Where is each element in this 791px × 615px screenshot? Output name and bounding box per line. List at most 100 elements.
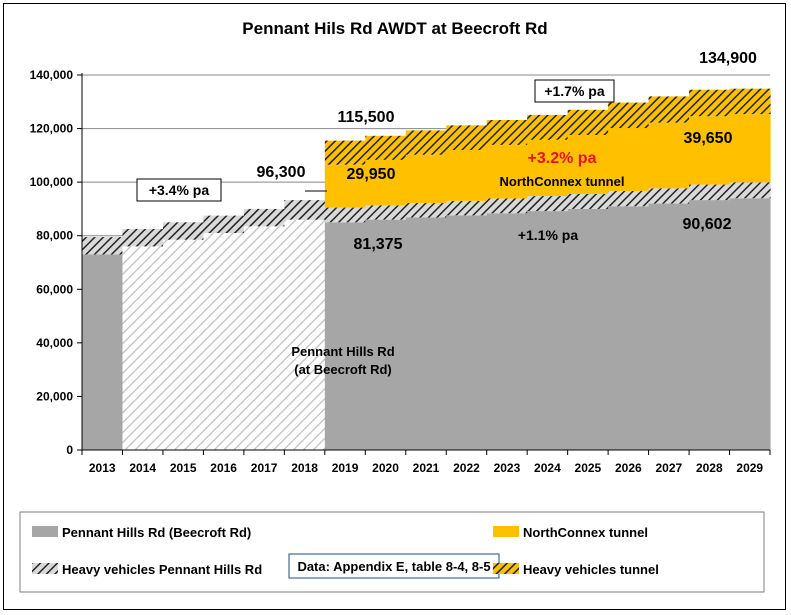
legend-swatch-hatch-gray <box>32 563 58 574</box>
heavy-road-bar-2023 <box>486 198 528 214</box>
x-tick-label: 2028 <box>696 461 723 475</box>
heavy-road-bar-2027 <box>648 188 690 204</box>
road-bar-2019 <box>324 222 366 450</box>
heavy-road-bar-2028 <box>689 184 731 201</box>
heavy-tunnel-bar-2021 <box>405 130 447 155</box>
y-tick-label: 40,000 <box>36 336 73 350</box>
source-note-box <box>288 553 500 579</box>
label-29950: 29,950 <box>347 166 396 183</box>
heavy-road-bar-2020 <box>365 205 407 220</box>
heavy-tunnel-bar-2019 <box>324 140 366 165</box>
y-tick-label: 60,000 <box>36 282 73 296</box>
legend-label-road: Pennant Hills Rd (Beecroft Rd) <box>62 525 251 540</box>
y-axis-ticks: 0 20,000 40,000 60,000 80,000 100,000 120,000 1… <box>30 68 82 457</box>
growth-road-label: +1.1% pa <box>518 227 579 243</box>
y-tick-label: 80,000 <box>36 229 73 243</box>
x-tick-label: 2013 <box>89 461 116 475</box>
x-tick-label: 2018 <box>291 461 318 475</box>
x-tick-label: 2014 <box>129 461 156 475</box>
tunnel-bar-2021 <box>405 154 447 204</box>
tunnel-bar-2029 <box>729 114 771 183</box>
heavy-tunnel-bar-2023 <box>486 120 528 145</box>
road-area-label-line2: (at Beecroft Rd) <box>294 362 392 377</box>
x-tick-label: 2020 <box>372 461 399 475</box>
label-39650: 39,650 <box>684 130 733 147</box>
source-note: Data: Appendix E, table 8-4, 8-5 <box>297 559 490 574</box>
legend-label-heavy-road: Heavy vehicles Pennant Hills Rd <box>62 562 262 577</box>
road-bar-2023 <box>486 213 528 450</box>
x-tick-label: 2019 <box>332 461 359 475</box>
heavy-road-bar-2015 <box>162 222 205 240</box>
x-tick-label: 2015 <box>170 461 197 475</box>
label-96300: 96,300 <box>257 164 306 181</box>
road-bar-2020 <box>365 219 407 450</box>
x-tick-label: 2024 <box>534 461 561 475</box>
heavy-road-bar-2014 <box>122 229 164 247</box>
road-area-label-line1: Pennant Hills Rd <box>291 344 394 359</box>
road-bar-2013 <box>82 254 124 450</box>
tunnel-bar-2022 <box>446 150 488 201</box>
road-bar-2016 <box>203 233 245 450</box>
heavy-road-bar-2019 <box>324 207 366 223</box>
tunnel-bar-2028 <box>689 116 731 185</box>
heavy-road-bar-2026 <box>608 190 650 207</box>
heavy-tunnel-bar-2029 <box>729 88 771 115</box>
road-bar-2014 <box>122 246 164 450</box>
heavy-tunnel-bar-2027 <box>648 96 690 123</box>
x-tick-label: 2022 <box>453 461 480 475</box>
tunnel-bar-2019 <box>324 164 366 208</box>
heavy-road-bar-2016 <box>203 215 245 234</box>
legend-label-tunnel: NorthConnex tunnel <box>523 525 648 540</box>
heavy-tunnel-bar-2020 <box>365 135 407 160</box>
tunnel-bar-2024 <box>527 139 569 197</box>
heavy-road-bar-2021 <box>405 203 447 218</box>
legend-swatch-hatch-gold <box>493 563 519 574</box>
growth-total-box <box>534 79 615 103</box>
tunnel-bar-2026 <box>608 128 650 191</box>
tunnel-bar-2020 <box>365 159 407 206</box>
y-tick-label: 140,000 <box>30 68 74 82</box>
heavy-road-bar-2025 <box>567 193 609 209</box>
x-tick-label: 2027 <box>655 461 682 475</box>
label-134900: 134,900 <box>699 50 757 67</box>
x-tick-label: 2025 <box>575 461 602 475</box>
y-tick-label: 120,000 <box>30 122 74 136</box>
heavy-tunnel-bar-2022 <box>446 125 488 150</box>
growth-hist-label: +3.4% pa <box>149 182 210 198</box>
tunnel-bar-2023 <box>486 144 528 199</box>
y-tick-label: 100,000 <box>30 175 74 189</box>
road-bar-2029 <box>729 198 771 450</box>
road-bar-2018 <box>284 219 326 450</box>
road-bar-2015 <box>162 239 205 450</box>
road-bar-2024 <box>527 211 569 450</box>
plot-area <box>82 88 771 450</box>
growth-total-label: +1.7% pa <box>544 83 605 99</box>
heavy-road-bar-2024 <box>527 196 569 212</box>
road-bar-2021 <box>405 217 447 450</box>
road-bar-2028 <box>689 200 731 450</box>
road-bar-2027 <box>648 203 690 450</box>
growth-hist-box <box>136 178 222 202</box>
legend-swatch-gold <box>493 526 519 537</box>
y-tick-label: 0 <box>66 443 73 457</box>
heavy-tunnel-bar-2028 <box>689 89 731 117</box>
x-tick-label: 2016 <box>210 461 237 475</box>
road-bar-2025 <box>567 208 609 450</box>
road-bar-2017 <box>243 226 285 450</box>
legend-swatch-gray <box>32 526 58 537</box>
label-81375: 81,375 <box>354 236 403 253</box>
tunnel-bar-2027 <box>648 122 690 189</box>
heavy-road-bar-2017 <box>243 208 285 227</box>
growth-tunnel-label: +3.2% pa <box>528 150 597 167</box>
tunnel-area-label: NorthConnex tunnel <box>500 174 625 189</box>
axes <box>81 73 770 451</box>
road-bar-2026 <box>608 206 650 450</box>
road-bar-2022 <box>446 215 488 450</box>
heavy-road-bar-2022 <box>446 200 488 216</box>
x-axis-ticks: 2013 2014 2015 2016 2017 2018 2019 2020 2021 2022… <box>81 450 771 475</box>
legend: Pennant Hills Rd (Beecroft Rd) NorthConn… <box>19 511 765 593</box>
legend-box <box>19 511 765 593</box>
x-tick-label: 2017 <box>251 461 278 475</box>
label-115500: 115,500 <box>338 109 395 126</box>
